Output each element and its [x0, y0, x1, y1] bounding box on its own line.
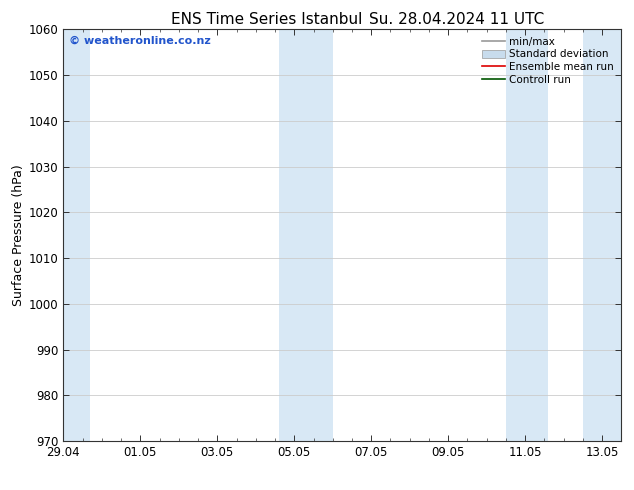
- Text: ENS Time Series Istanbul: ENS Time Series Istanbul: [171, 12, 362, 27]
- Y-axis label: Surface Pressure (hPa): Surface Pressure (hPa): [11, 164, 25, 306]
- Text: © weatheronline.co.nz: © weatheronline.co.nz: [69, 36, 210, 46]
- Legend: min/max, Standard deviation, Ensemble mean run, Controll run: min/max, Standard deviation, Ensemble me…: [480, 35, 616, 87]
- Bar: [279, 29, 333, 441]
- Text: Su. 28.04.2024 11 UTC: Su. 28.04.2024 11 UTC: [369, 12, 544, 27]
- Bar: [583, 29, 625, 441]
- Bar: [506, 29, 548, 441]
- Bar: [52, 29, 90, 441]
